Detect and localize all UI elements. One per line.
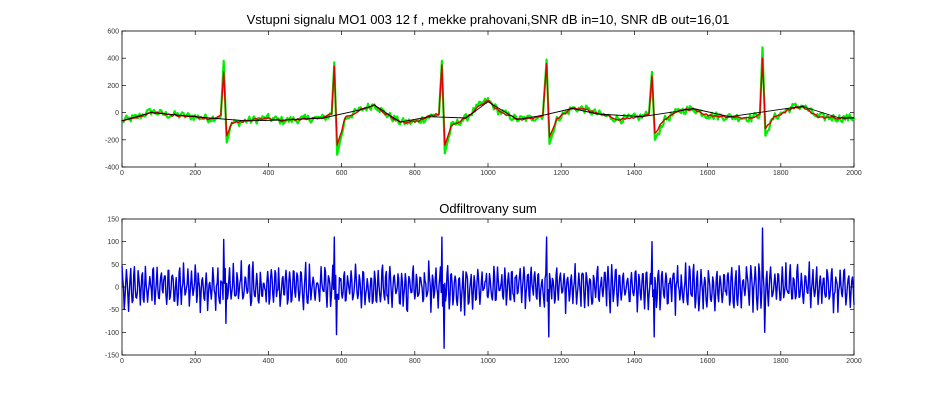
x-tick-label: 1200 [553, 358, 569, 365]
bottom-chart: Odfiltrovany sum 0 200 400 600 800 1000 1200 14… [105, 201, 862, 365]
y-tick-label: -50 [109, 307, 119, 314]
y-tick-label: -400 [105, 165, 119, 172]
y-tick-label: 50 [111, 262, 119, 269]
x-tick-label: 2000 [846, 170, 862, 177]
y-tick-label: 400 [107, 56, 119, 63]
x-tick-label: 1000 [480, 358, 496, 365]
x-tick-label: 200 [189, 358, 201, 365]
x-tick-label: 1600 [700, 170, 716, 177]
y-tick-label: 0 [115, 285, 119, 292]
x-tick-label: 2000 [846, 358, 862, 365]
y-tick-label: 100 [107, 239, 119, 246]
series-line-baseline-trend [121, 101, 854, 123]
y-tick-label: -100 [105, 330, 119, 337]
x-tick-label: 0 [120, 358, 124, 365]
x-tick-label: 600 [336, 358, 348, 365]
bottom-chart-ticks: 0 200 400 600 800 1000 1200 1400 1600 1800 2000-15… [105, 217, 862, 366]
x-tick-label: 800 [409, 170, 421, 177]
x-tick-label: 0 [120, 170, 124, 177]
x-tick-label: 1400 [627, 170, 643, 177]
x-tick-label: 1600 [700, 358, 716, 365]
bottom-chart-title: Odfiltrovany sum [439, 201, 537, 216]
x-tick-label: 1400 [627, 358, 643, 365]
bottom-chart-plot-area [121, 227, 855, 349]
y-tick-label: 600 [107, 29, 119, 36]
top-chart: Vstupni signalu MO1 003 12 f , mekke pra… [105, 12, 862, 177]
y-tick-label: 0 [115, 110, 119, 117]
x-tick-label: 1000 [480, 170, 496, 177]
x-tick-label: 400 [263, 170, 275, 177]
y-tick-label: 150 [107, 217, 119, 224]
top-chart-ticks: 0 200 400 600 800 1000 1200 1400 1600 1800 2000-40… [105, 29, 862, 178]
x-tick-label: 600 [336, 170, 348, 177]
x-tick-label: 1200 [553, 170, 569, 177]
top-chart-title: Vstupni signalu MO1 003 12 f , mekke pra… [247, 12, 730, 27]
x-tick-label: 200 [189, 170, 201, 177]
top-chart-plot-area [120, 46, 856, 156]
series-line-filtered-noise [121, 227, 855, 349]
x-tick-label: 800 [409, 358, 421, 365]
x-tick-label: 400 [263, 358, 275, 365]
x-tick-label: 1800 [773, 358, 789, 365]
y-tick-label: 200 [107, 83, 119, 90]
y-tick-label: -150 [105, 353, 119, 360]
x-tick-label: 1800 [773, 170, 789, 177]
y-tick-label: -200 [105, 137, 119, 144]
